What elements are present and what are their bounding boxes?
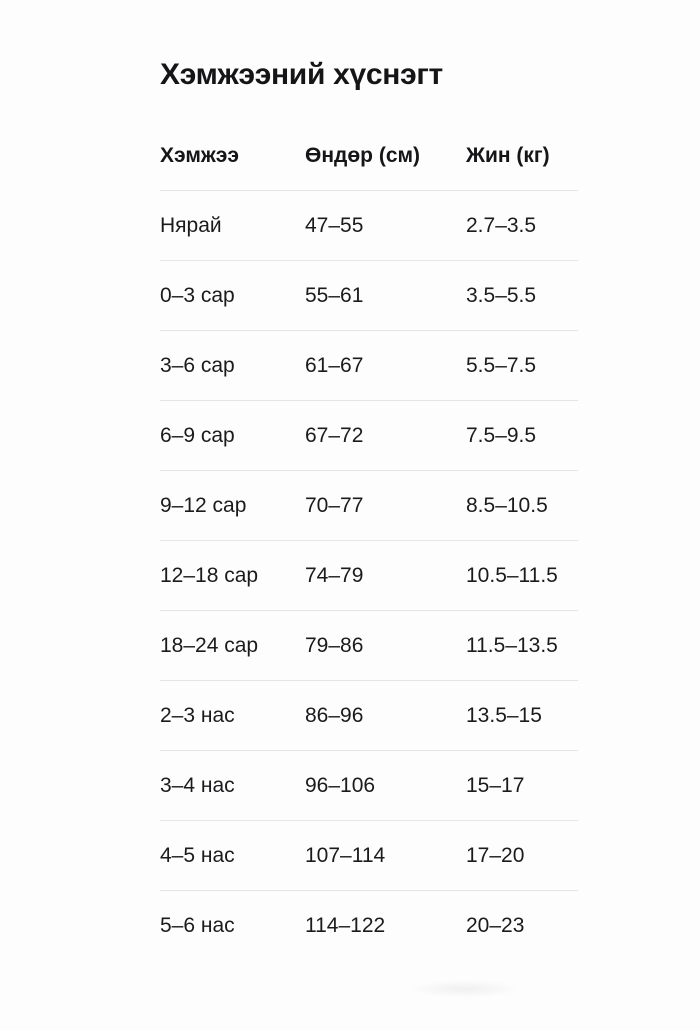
- column-header-size: Хэмжээ: [160, 143, 239, 167]
- table-row: 3–6 сар 61–67 5.5–7.5: [160, 331, 578, 401]
- weight-cell: 10.5–11.5: [466, 563, 558, 587]
- table-row: Нярай 47–55 2.7–3.5: [160, 191, 578, 261]
- height-cell: 55–61: [305, 283, 364, 307]
- weight-cell: 15–17: [466, 773, 525, 797]
- table-row: 12–18 сар 74–79 10.5–11.5: [160, 541, 578, 611]
- table-row: 9–12 сар 70–77 8.5–10.5: [160, 471, 578, 541]
- size-cell: 3–6 сар: [160, 353, 235, 377]
- size-cell: 12–18 сар: [160, 563, 259, 587]
- table-row: 2–3 нас 86–96 13.5–15: [160, 681, 578, 751]
- height-cell: 114–122: [305, 913, 386, 937]
- smudge-artifact: [410, 980, 520, 998]
- table-row: 5–6 нас 114–122 20–23: [160, 891, 578, 960]
- table-body: Нярай 47–55 2.7–3.5 0–3 сар 55–61 3.5–5.…: [160, 191, 578, 960]
- table-row: 3–4 нас 96–106 15–17: [160, 751, 578, 821]
- table-header-row: Хэмжээ Өндөр (см) Жин (кг): [160, 121, 578, 191]
- height-cell: 107–114: [305, 843, 386, 867]
- size-cell: 9–12 сар: [160, 493, 247, 517]
- size-cell: 6–9 сар: [160, 423, 235, 447]
- weight-cell: 13.5–15: [466, 703, 542, 727]
- height-cell: 79–86: [305, 633, 364, 657]
- weight-cell: 5.5–7.5: [466, 353, 537, 377]
- weight-cell: 20–23: [466, 913, 525, 937]
- height-cell: 70–77: [305, 493, 364, 517]
- height-cell: 96–106: [305, 773, 376, 797]
- page-title: Хэмжээний хүснэгт: [160, 58, 443, 91]
- height-cell: 47–55: [305, 213, 364, 237]
- size-cell: 5–6 нас: [160, 913, 235, 937]
- size-cell: 0–3 сар: [160, 283, 235, 307]
- size-cell: 18–24 сар: [160, 633, 259, 657]
- size-cell: Нярай: [160, 213, 222, 237]
- height-cell: 74–79: [305, 563, 364, 587]
- table-row: 18–24 сар 79–86 11.5–13.5: [160, 611, 578, 681]
- weight-cell: 11.5–13.5: [466, 633, 558, 657]
- table-row: 0–3 сар 55–61 3.5–5.5: [160, 261, 578, 331]
- size-table: Хэмжээ Өндөр (см) Жин (кг) Нярай 47–55 2…: [160, 121, 578, 960]
- column-header-weight: Жин (кг): [466, 143, 550, 167]
- table-row: 6–9 сар 67–72 7.5–9.5: [160, 401, 578, 471]
- weight-cell: 2.7–3.5: [466, 213, 537, 237]
- weight-cell: 3.5–5.5: [466, 283, 537, 307]
- column-header-height: Өндөр (см): [305, 143, 421, 167]
- table-row: 4–5 нас 107–114 17–20: [160, 821, 578, 891]
- height-cell: 86–96: [305, 703, 364, 727]
- size-cell: 2–3 нас: [160, 703, 235, 727]
- height-cell: 67–72: [305, 423, 364, 447]
- size-cell: 3–4 нас: [160, 773, 235, 797]
- weight-cell: 17–20: [466, 843, 525, 867]
- weight-cell: 7.5–9.5: [466, 423, 537, 447]
- height-cell: 61–67: [305, 353, 364, 377]
- weight-cell: 8.5–10.5: [466, 493, 548, 517]
- size-cell: 4–5 нас: [160, 843, 235, 867]
